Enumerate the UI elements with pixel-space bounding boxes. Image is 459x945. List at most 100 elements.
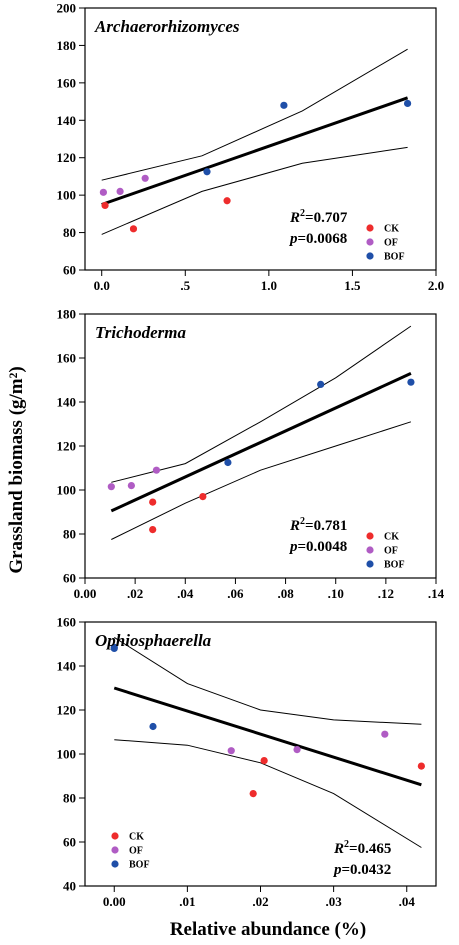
data-point-ck	[149, 498, 157, 506]
legend-label-ck: CK	[384, 532, 399, 543]
r-squared-label: R2=0.465	[333, 839, 391, 857]
legend-label-of: OF	[384, 238, 398, 249]
y-tick-label: 80	[63, 225, 76, 240]
data-point-ck	[101, 201, 109, 210]
legend-label-of: OF	[129, 846, 143, 857]
y-tick-label: 100	[57, 483, 77, 498]
regression-line	[113, 686, 422, 787]
panel-title: Archaerorhizomyces	[94, 17, 240, 36]
regression-line	[101, 96, 409, 206]
x-tick-label: 0.0	[94, 278, 110, 293]
x-tick-label: .08	[277, 586, 294, 601]
x-tick-label: .02	[252, 894, 268, 909]
y-tick-label: 140	[57, 659, 77, 674]
x-tick-label: 2.0	[428, 278, 444, 293]
y-tick-label: 140	[57, 395, 77, 410]
y-tick-label: 60	[63, 571, 76, 586]
data-point-ck	[249, 790, 257, 798]
chart-panel-3: 40 60 80 100 120 140 160 0.00 .01 .02 .03 .04 Ophios…	[57, 615, 437, 909]
y-tick-label: 200	[57, 1, 77, 16]
data-point-of	[381, 730, 389, 738]
x-axis-label: Relative abundance (%)	[170, 919, 366, 940]
x-tick-label: .12	[378, 586, 394, 601]
legend-label-of: OF	[384, 546, 398, 557]
legend-marker-bof	[111, 860, 119, 868]
x-tick-label: .04	[399, 894, 416, 909]
r-squared-label: R2=0.781	[289, 516, 347, 534]
confidence-band-upper	[101, 48, 408, 181]
x-tick-label: .02	[127, 586, 143, 601]
p-value-label: p=0.0048	[288, 539, 347, 555]
data-point-ck	[260, 757, 268, 765]
data-point-bof	[203, 168, 211, 176]
y-axis-label: Grassland biomass (g/m²)	[6, 366, 27, 573]
x-tick-label: 1.5	[344, 278, 361, 293]
legend-marker-bof	[366, 560, 374, 568]
y-tick-label: 160	[57, 351, 77, 366]
data-point-of	[99, 188, 107, 196]
confidence-band-lower	[111, 421, 412, 540]
legend-label-bof: BOF	[384, 560, 405, 571]
data-point-of	[127, 482, 135, 490]
chart-panel-2: 60 80 100 120 140 160 180 0.00 .02 .04 .06 .08 .10 .1…	[57, 307, 445, 602]
legend-marker-of	[111, 846, 119, 854]
legend-marker-of	[366, 546, 374, 554]
x-tick-label: .06	[227, 586, 244, 601]
data-point-ck	[223, 197, 231, 205]
data-point-of	[227, 747, 235, 755]
confidence-band-lower	[114, 739, 422, 848]
y-tick-label: 180	[57, 307, 77, 322]
y-tick-label: 100	[57, 747, 77, 762]
y-tick-label: 160	[57, 75, 77, 90]
legend-marker-ck	[366, 532, 374, 540]
legend-marker-ck	[111, 832, 119, 840]
chart-panel-1: 60 80 100 120 140 160 180 200 0.0 .5 1.0 1.5 2.0 Arch…	[57, 1, 445, 294]
y-tick-label: 80	[63, 791, 76, 806]
x-tick-label: 0.00	[74, 586, 97, 601]
plot-frame	[84, 7, 437, 271]
legend-label-ck: CK	[384, 224, 399, 235]
data-point-of	[141, 174, 149, 182]
data-point-of	[152, 466, 161, 474]
legend-marker-ck	[366, 224, 374, 232]
panel-title: Ophiosphaerella	[95, 631, 212, 650]
p-value-label: p=0.0432	[332, 862, 391, 878]
x-tick-label: .5	[180, 278, 190, 293]
r-squared-label: R2=0.707	[289, 208, 348, 226]
data-point-of	[116, 187, 124, 195]
y-tick-label: 60	[63, 263, 76, 278]
confidence-band-upper	[114, 636, 422, 725]
y-tick-label: 40	[63, 879, 76, 894]
data-point-bof	[317, 380, 325, 388]
regression-line	[110, 372, 412, 513]
confidence-band-upper	[111, 325, 412, 483]
data-point-bof	[403, 99, 412, 108]
legend-label-ck: CK	[129, 832, 144, 843]
data-point-ck	[417, 762, 425, 770]
data-point-bof	[224, 458, 232, 467]
y-tick-label: 120	[57, 439, 77, 454]
data-point-bof	[407, 378, 415, 386]
x-tick-label: 0.00	[103, 894, 126, 909]
p-value-label: p=0.0068	[288, 231, 347, 247]
data-point-bof	[110, 644, 118, 653]
data-point-bof	[280, 101, 288, 109]
legend-marker-of	[366, 238, 374, 246]
data-point-ck	[199, 493, 207, 501]
y-tick-label: 180	[57, 38, 77, 53]
legend-label-bof: BOF	[129, 860, 150, 871]
data-point-ck	[129, 225, 138, 233]
x-tick-label: .14	[428, 586, 445, 601]
y-tick-label: 120	[57, 150, 77, 165]
x-tick-label: 1.0	[261, 278, 277, 293]
panel-title: Trichoderma	[95, 323, 186, 342]
y-tick-label: 160	[57, 615, 77, 630]
confidence-band-lower	[101, 146, 408, 235]
data-point-of	[293, 746, 301, 754]
y-tick-label: 140	[57, 113, 77, 128]
legend-marker-bof	[366, 252, 374, 260]
data-point-of	[107, 483, 115, 491]
data-point-ck	[149, 526, 157, 534]
legend-label-bof: BOF	[384, 252, 405, 263]
x-tick-label: .10	[328, 586, 344, 601]
